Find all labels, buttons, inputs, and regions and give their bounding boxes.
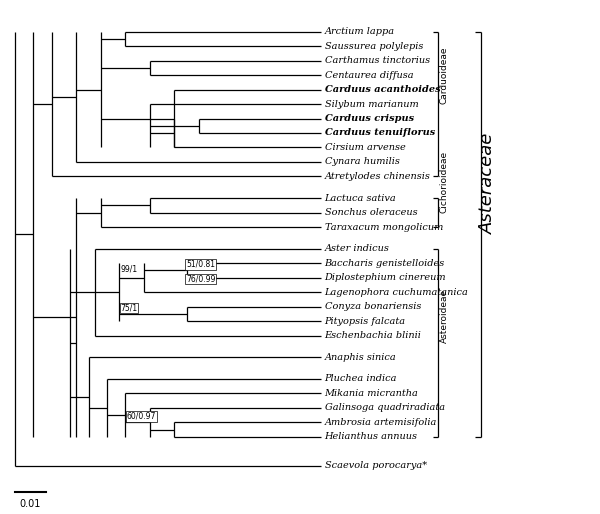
Text: Carduus acanthoides: Carduus acanthoides — [325, 85, 440, 94]
Text: Asteroideae: Asteroideae — [440, 289, 449, 343]
Text: Silybum marianum: Silybum marianum — [325, 100, 418, 108]
Text: Ambrosia artemisifolia: Ambrosia artemisifolia — [325, 418, 437, 427]
Text: 0.01: 0.01 — [20, 499, 41, 509]
Text: Helianthus annuus: Helianthus annuus — [325, 432, 418, 442]
Text: Pityopsis falcata: Pityopsis falcata — [325, 317, 406, 325]
Text: Cirsium arvense: Cirsium arvense — [325, 143, 405, 152]
Text: Mikania micrantha: Mikania micrantha — [325, 389, 418, 398]
Text: Sonchus oleraceus: Sonchus oleraceus — [325, 208, 417, 217]
Text: Galinsoga quadriradiata: Galinsoga quadriradiata — [325, 403, 445, 412]
Text: Carduus crispus: Carduus crispus — [325, 114, 413, 123]
Text: Lagenophora cuchumatanica: Lagenophora cuchumatanica — [325, 288, 469, 297]
Text: 60/0.97: 60/0.97 — [127, 412, 156, 421]
Text: Centaurea diffusa: Centaurea diffusa — [325, 70, 413, 80]
Text: Diplostephium cinereum: Diplostephium cinereum — [325, 273, 446, 282]
Text: Pluchea indica: Pluchea indica — [325, 374, 397, 383]
Text: Baccharis genistelloides: Baccharis genistelloides — [325, 259, 445, 268]
Text: Lactuca sativa: Lactuca sativa — [325, 194, 396, 203]
Text: Saussurea polylepis: Saussurea polylepis — [325, 42, 423, 51]
Text: Cichorioideae: Cichorioideae — [440, 151, 449, 213]
Text: Carthamus tinctorius: Carthamus tinctorius — [325, 56, 430, 65]
Text: Eschenbachia blinii: Eschenbachia blinii — [325, 331, 421, 340]
Text: Asteraceae: Asteraceae — [479, 133, 497, 234]
Text: 75/1: 75/1 — [121, 303, 137, 313]
Text: Carduus tenuiflorus: Carduus tenuiflorus — [325, 128, 435, 137]
Text: Anaphis sinica: Anaphis sinica — [325, 353, 396, 362]
Text: Conyza bonariensis: Conyza bonariensis — [325, 302, 421, 311]
Text: Cynara humilis: Cynara humilis — [325, 157, 400, 167]
Text: Arctium lappa: Arctium lappa — [325, 27, 395, 36]
Text: Aster indicus: Aster indicus — [325, 244, 389, 253]
Text: Taraxacum mongolicum: Taraxacum mongolicum — [325, 223, 443, 231]
Text: Scaevola porocarya*: Scaevola porocarya* — [325, 461, 427, 470]
Text: 99/1: 99/1 — [121, 264, 137, 273]
Text: Carduoideae: Carduoideae — [440, 47, 449, 104]
Text: 76/0.99: 76/0.99 — [186, 274, 215, 283]
Text: Atretylodes chinensis: Atretylodes chinensis — [325, 172, 430, 181]
Text: 51/0.81: 51/0.81 — [186, 260, 215, 269]
